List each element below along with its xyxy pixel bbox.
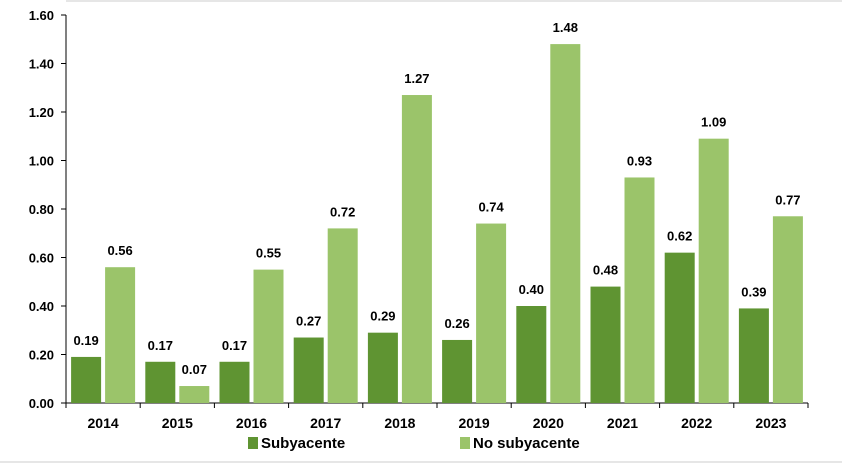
bar-no-subyacente bbox=[401, 95, 432, 404]
data-label-no-subyacente: 0.56 bbox=[107, 243, 132, 258]
data-label-no-subyacente: 1.48 bbox=[553, 20, 578, 35]
y-tick-label: 0.60 bbox=[29, 251, 54, 266]
y-tick-label: 0.20 bbox=[29, 348, 54, 363]
bar-no-subyacente bbox=[772, 216, 803, 403]
y-tick-label: 0.80 bbox=[29, 202, 54, 217]
bar-subyacente bbox=[145, 361, 176, 403]
bar-no-subyacente bbox=[476, 223, 507, 403]
bar-subyacente bbox=[590, 286, 621, 403]
x-tick-label: 2023 bbox=[755, 415, 786, 431]
data-label-no-subyacente: 0.07 bbox=[182, 362, 207, 377]
x-tick-label: 2022 bbox=[681, 415, 712, 431]
x-tick-label: 2019 bbox=[459, 415, 490, 431]
data-label-subyacente: 0.17 bbox=[148, 338, 173, 353]
bar-subyacente bbox=[367, 332, 398, 403]
x-tick-label: 2015 bbox=[162, 415, 193, 431]
bar-subyacente bbox=[516, 306, 547, 403]
data-label-no-subyacente: 0.72 bbox=[330, 204, 355, 219]
bar-no-subyacente bbox=[105, 267, 136, 403]
data-label-subyacente: 0.39 bbox=[741, 284, 766, 299]
y-tick-label: 1.20 bbox=[29, 105, 54, 120]
bar-no-subyacente bbox=[550, 44, 581, 403]
bar-no-subyacente bbox=[624, 177, 655, 403]
bar-subyacente bbox=[219, 361, 250, 403]
y-tick-label: 0.40 bbox=[29, 299, 54, 314]
bar-no-subyacente bbox=[179, 386, 210, 403]
bar-no-subyacente bbox=[253, 269, 284, 403]
data-label-no-subyacente: 0.77 bbox=[775, 192, 800, 207]
bar-subyacente bbox=[293, 337, 324, 403]
bar-subyacente bbox=[442, 339, 473, 403]
data-labels-group: 0.19 0.56 0.17 0.07 0.17 0.55 0.27 0.72 0.29 1.27… bbox=[73, 20, 800, 377]
data-label-subyacente: 0.29 bbox=[370, 309, 395, 324]
bar-subyacente bbox=[738, 308, 769, 403]
legend-swatch bbox=[248, 437, 258, 449]
legend-label: Subyacente bbox=[261, 435, 345, 452]
legend-item-subyacente: Subyacente bbox=[248, 435, 345, 452]
data-label-no-subyacente: 1.27 bbox=[404, 71, 429, 86]
legend: Subyacente No subyacente bbox=[248, 435, 580, 452]
y-axis: 0.00 0.20 0.40 0.60 0.80 1.00 1.20 1.40 1.60 bbox=[29, 8, 67, 411]
data-label-no-subyacente: 0.93 bbox=[627, 153, 652, 168]
data-label-subyacente: 0.62 bbox=[667, 229, 692, 244]
x-tick-label: 2021 bbox=[607, 415, 638, 431]
x-tick-label: 2018 bbox=[384, 415, 415, 431]
bar-subyacente bbox=[71, 356, 102, 403]
data-label-subyacente: 0.40 bbox=[519, 282, 544, 297]
data-label-no-subyacente: 1.09 bbox=[701, 115, 726, 130]
data-label-subyacente: 0.19 bbox=[73, 333, 98, 348]
bar-no-subyacente bbox=[698, 138, 729, 404]
data-label-no-subyacente: 0.55 bbox=[256, 246, 281, 261]
data-label-subyacente: 0.17 bbox=[222, 338, 247, 353]
data-label-subyacente: 0.26 bbox=[444, 316, 469, 331]
data-label-no-subyacente: 0.74 bbox=[478, 200, 504, 215]
y-tick-label: 1.00 bbox=[29, 154, 54, 169]
x-tick-label: 2014 bbox=[88, 415, 119, 431]
x-axis: 2014 2015 2016 2017 2018 2019 2020 2021 2022 2023 bbox=[65, 402, 809, 431]
x-tick-label: 2020 bbox=[533, 415, 564, 431]
y-tick-label: 1.60 bbox=[29, 8, 54, 23]
x-tick-label: 2017 bbox=[310, 415, 341, 431]
x-tick-label: 2016 bbox=[236, 415, 267, 431]
legend-label: No subyacente bbox=[473, 435, 580, 452]
y-tick-label: 0.00 bbox=[29, 396, 54, 411]
legend-item-no-subyacente: No subyacente bbox=[460, 435, 580, 452]
bars-group bbox=[71, 44, 803, 404]
data-label-subyacente: 0.48 bbox=[593, 263, 618, 278]
bar-subyacente bbox=[664, 252, 695, 403]
legend-swatch bbox=[460, 437, 470, 449]
bar-no-subyacente bbox=[327, 228, 358, 403]
y-tick-label: 1.40 bbox=[29, 57, 54, 72]
data-label-subyacente: 0.27 bbox=[296, 314, 321, 329]
